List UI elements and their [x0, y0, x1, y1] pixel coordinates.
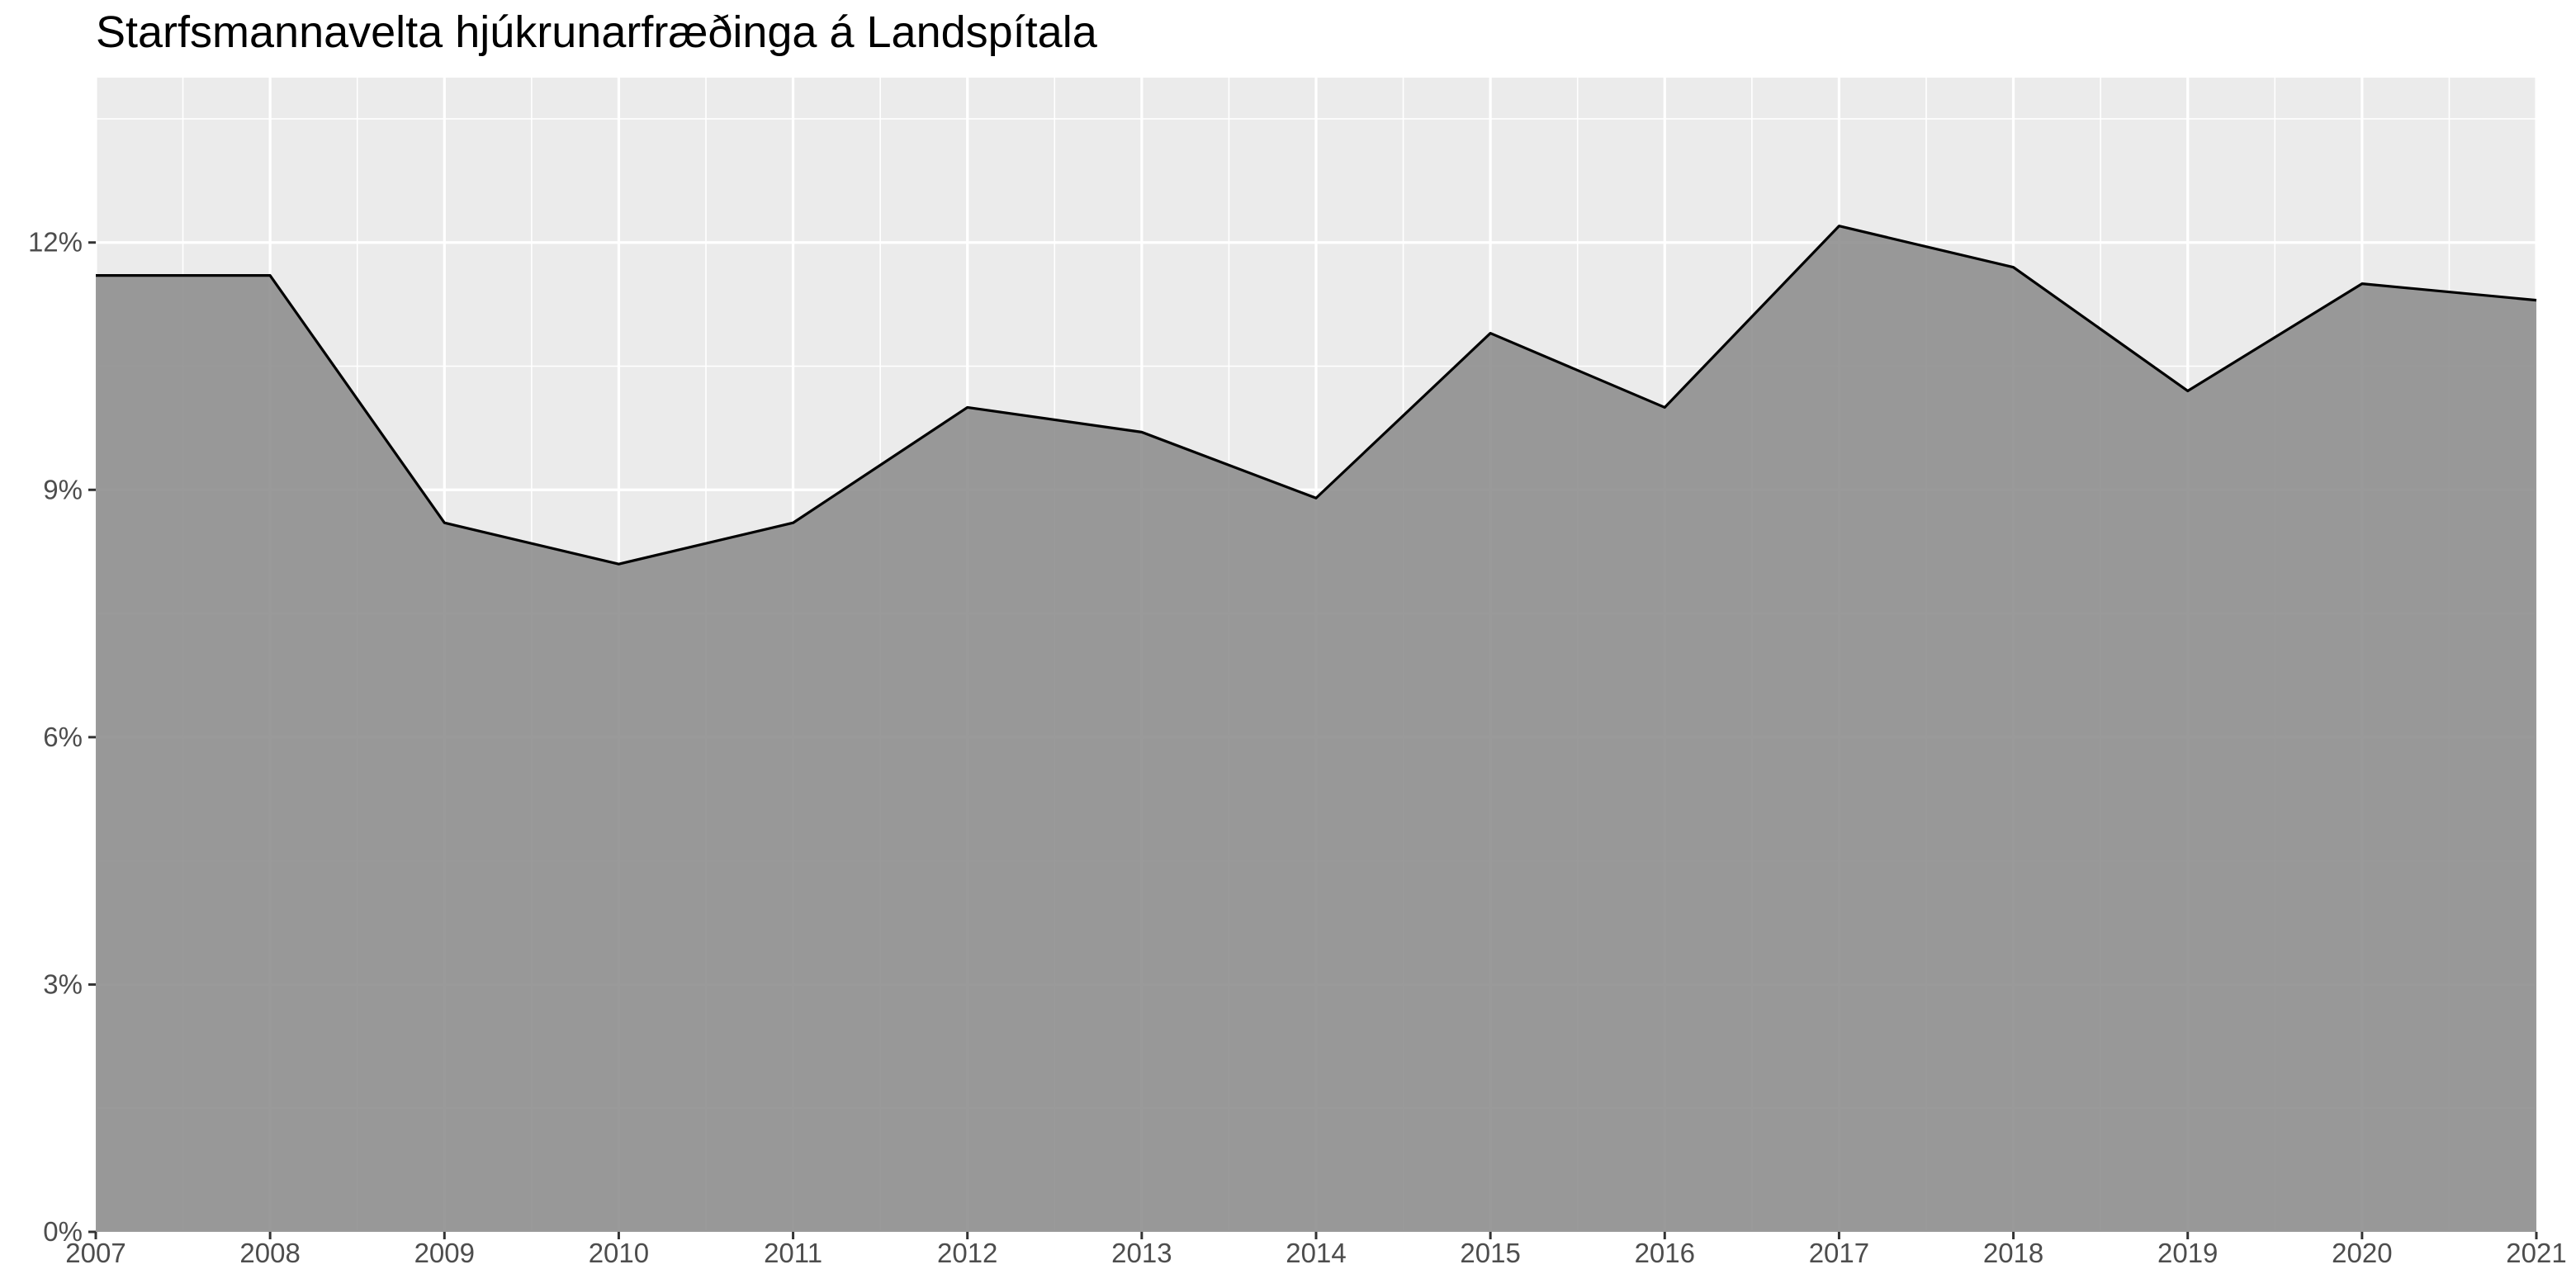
y-tick-label: 9% [43, 474, 83, 504]
y-tick-label: 6% [43, 722, 83, 752]
series-line [96, 225, 2537, 566]
y-tick-label: 0% [43, 1216, 83, 1247]
x-tick-label: 2015 [1460, 1238, 1520, 1268]
x-tick-label: 2018 [1983, 1238, 2043, 1268]
x-tick-label: 2014 [1286, 1238, 1346, 1268]
x-tick-label: 2020 [2332, 1238, 2392, 1268]
x-tick-label: 2019 [2157, 1238, 2218, 1268]
x-tick-label: 2012 [937, 1238, 997, 1268]
x-tick-label: 2016 [1635, 1238, 1695, 1268]
x-tick-label: 2013 [1111, 1238, 1172, 1268]
x-tick-label: 2008 [239, 1238, 300, 1268]
x-tick-label: 2011 [764, 1238, 822, 1268]
x-tick-label: 2009 [414, 1238, 475, 1268]
chart-title: Starfsmannavelta hjúkrunarfræðinga á Lan… [96, 7, 1097, 57]
area-fill [96, 225, 2536, 1232]
x-tick-label: 2010 [589, 1238, 649, 1268]
x-tick-label: 2021 [2506, 1238, 2566, 1268]
x-tick-label: 2017 [1809, 1238, 1869, 1268]
axes: 2007 2008 2009 2010 2011 2012 2013 2014 2015 2016… [28, 227, 2567, 1268]
y-tick-label: 3% [43, 968, 83, 999]
x-tick-label: 2007 [65, 1238, 125, 1268]
y-tick-label: 12% [28, 227, 83, 258]
